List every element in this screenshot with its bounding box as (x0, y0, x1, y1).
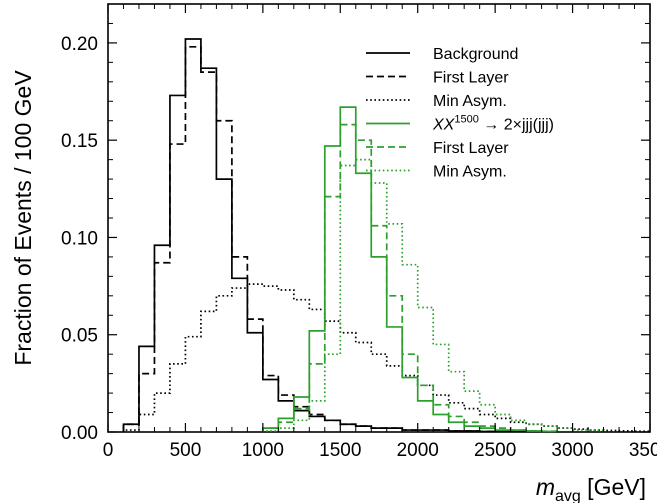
series-line-3 (262, 106, 558, 433)
legend: Background First Layer Min Asym. XX1500 → 2… (366, 46, 554, 181)
plot-frame (107, 3, 651, 433)
legend-label: Background (433, 46, 518, 63)
x-axis-title-unit: [GeV] (581, 474, 646, 500)
series-line-4 (262, 123, 558, 433)
x-tick-label: 1500 (319, 440, 361, 461)
y-tick-label: 0.05 (61, 326, 98, 347)
legend-label-sup: 1500 (454, 114, 478, 126)
series-line-5 (262, 158, 605, 432)
x-tick-label: 1000 (242, 440, 284, 461)
series-layer (122, 38, 651, 433)
legend-label: Min Asym. (433, 164, 507, 181)
legend-label: First Layer (433, 140, 509, 157)
y-axis-title: Fraction of Events / 100 GeV (10, 70, 36, 366)
x-axis-title: mavg [GeV] (536, 474, 646, 503)
x-tick-label: 2500 (474, 440, 516, 461)
y-tick-label: 0.15 (61, 131, 98, 152)
legend-label-prefix: XX (432, 117, 456, 134)
x-tick-label: 2000 (397, 440, 439, 461)
legend-label-suffix: → 2×jjj(jjj) (479, 117, 554, 134)
y-tick-label: 0.20 (61, 34, 98, 55)
legend-label: First Layer (433, 70, 509, 87)
legend-label: XX1500 → 2×jjj(jjj) (432, 114, 554, 134)
x-tick-label: 0 (103, 440, 114, 461)
x-tick-label: 3000 (551, 440, 593, 461)
x-axis-title-sub: avg (555, 488, 581, 503)
x-axis-title-main: m (536, 474, 555, 500)
y-tick-label: 0.00 (61, 423, 98, 444)
x-tick-label: 500 (170, 440, 202, 461)
y-tick-label: 0.10 (61, 228, 98, 249)
legend-label: Min Asym. (433, 93, 507, 110)
